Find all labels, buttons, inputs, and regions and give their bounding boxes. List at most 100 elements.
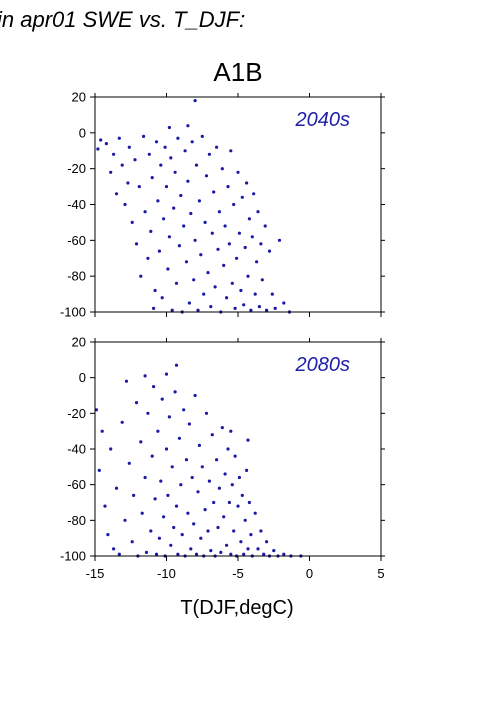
data-point bbox=[177, 436, 181, 440]
data-point bbox=[263, 224, 267, 228]
data-point bbox=[237, 231, 241, 235]
x-tick-label: 5 bbox=[377, 566, 384, 581]
data-point bbox=[247, 217, 251, 221]
data-point bbox=[126, 181, 130, 185]
data-point bbox=[243, 245, 247, 250]
data-point bbox=[134, 401, 139, 405]
data-point bbox=[194, 552, 199, 556]
data-point bbox=[204, 174, 209, 178]
data-point bbox=[259, 242, 263, 246]
scatter-points bbox=[96, 99, 292, 314]
data-point bbox=[270, 292, 274, 296]
data-point bbox=[260, 278, 264, 282]
data-point bbox=[257, 305, 261, 309]
data-point bbox=[170, 308, 174, 312]
data-point bbox=[237, 475, 241, 480]
data-point bbox=[147, 152, 151, 156]
data-point bbox=[227, 500, 231, 505]
y-tick-label: -60 bbox=[67, 477, 86, 492]
data-point bbox=[207, 479, 211, 483]
data-point bbox=[203, 508, 207, 512]
data-point bbox=[197, 443, 201, 447]
data-point bbox=[166, 267, 170, 271]
data-point bbox=[157, 536, 161, 540]
data-point bbox=[225, 296, 229, 300]
data-point bbox=[123, 518, 127, 522]
data-point bbox=[152, 306, 156, 310]
data-point bbox=[225, 543, 229, 547]
y-tick-label: 20 bbox=[72, 335, 86, 350]
x-tick-label: 0 bbox=[306, 566, 313, 581]
data-point bbox=[239, 540, 243, 544]
data-point bbox=[216, 247, 220, 251]
data-point bbox=[170, 465, 174, 469]
data-point bbox=[206, 529, 210, 533]
y-tick-label: 0 bbox=[79, 370, 86, 385]
data-point bbox=[163, 145, 167, 149]
x-tick-label: -10 bbox=[157, 566, 176, 581]
data-point bbox=[242, 303, 246, 307]
data-point bbox=[182, 408, 186, 412]
data-point bbox=[282, 552, 286, 556]
data-point bbox=[193, 238, 197, 242]
data-point bbox=[236, 170, 240, 174]
data-point bbox=[143, 210, 147, 214]
data-point bbox=[255, 260, 259, 264]
data-point bbox=[146, 411, 150, 415]
data-point bbox=[217, 486, 221, 490]
data-point bbox=[229, 429, 233, 433]
data-point bbox=[246, 438, 250, 442]
data-point bbox=[140, 511, 144, 515]
data-point bbox=[246, 547, 250, 551]
data-point bbox=[153, 288, 157, 293]
data-point bbox=[253, 511, 257, 515]
data-point bbox=[222, 515, 226, 519]
data-point bbox=[226, 185, 230, 189]
data-point bbox=[277, 238, 282, 242]
data-point bbox=[213, 285, 217, 289]
data-point bbox=[146, 256, 150, 260]
data-point bbox=[196, 490, 200, 494]
data-point bbox=[150, 176, 154, 180]
data-point bbox=[232, 202, 236, 207]
y-tick-label: -40 bbox=[67, 442, 86, 457]
data-point bbox=[154, 552, 159, 556]
data-point bbox=[164, 372, 169, 376]
data-point bbox=[222, 263, 226, 267]
data-point bbox=[245, 181, 249, 185]
data-point bbox=[156, 199, 160, 203]
data-point bbox=[106, 533, 110, 537]
data-point bbox=[210, 433, 214, 437]
data-point bbox=[189, 547, 193, 551]
data-point bbox=[192, 278, 196, 282]
y-tick-label: -20 bbox=[67, 406, 86, 421]
data-point bbox=[179, 193, 183, 198]
data-point bbox=[197, 199, 201, 203]
data-point bbox=[167, 415, 171, 419]
data-point bbox=[167, 235, 171, 239]
y-tick-label: -80 bbox=[67, 513, 86, 528]
data-point bbox=[229, 149, 233, 153]
data-point bbox=[103, 504, 107, 508]
data-point bbox=[169, 543, 173, 547]
data-point bbox=[143, 475, 147, 480]
data-point bbox=[220, 167, 224, 171]
data-point bbox=[137, 185, 141, 189]
data-point bbox=[160, 296, 164, 300]
data-point bbox=[167, 125, 171, 130]
data-point bbox=[109, 447, 113, 451]
data-point bbox=[153, 497, 157, 501]
data-point bbox=[235, 256, 239, 260]
data-point bbox=[187, 422, 191, 426]
data-point bbox=[174, 504, 179, 508]
data-point bbox=[154, 140, 159, 144]
data-point bbox=[143, 374, 147, 378]
data-point bbox=[272, 549, 276, 553]
data-point bbox=[217, 210, 221, 214]
data-point bbox=[120, 420, 124, 424]
data-point bbox=[242, 552, 246, 556]
data-point bbox=[200, 465, 204, 469]
data-point bbox=[159, 163, 163, 167]
data-point bbox=[239, 288, 243, 293]
data-point bbox=[245, 468, 249, 472]
